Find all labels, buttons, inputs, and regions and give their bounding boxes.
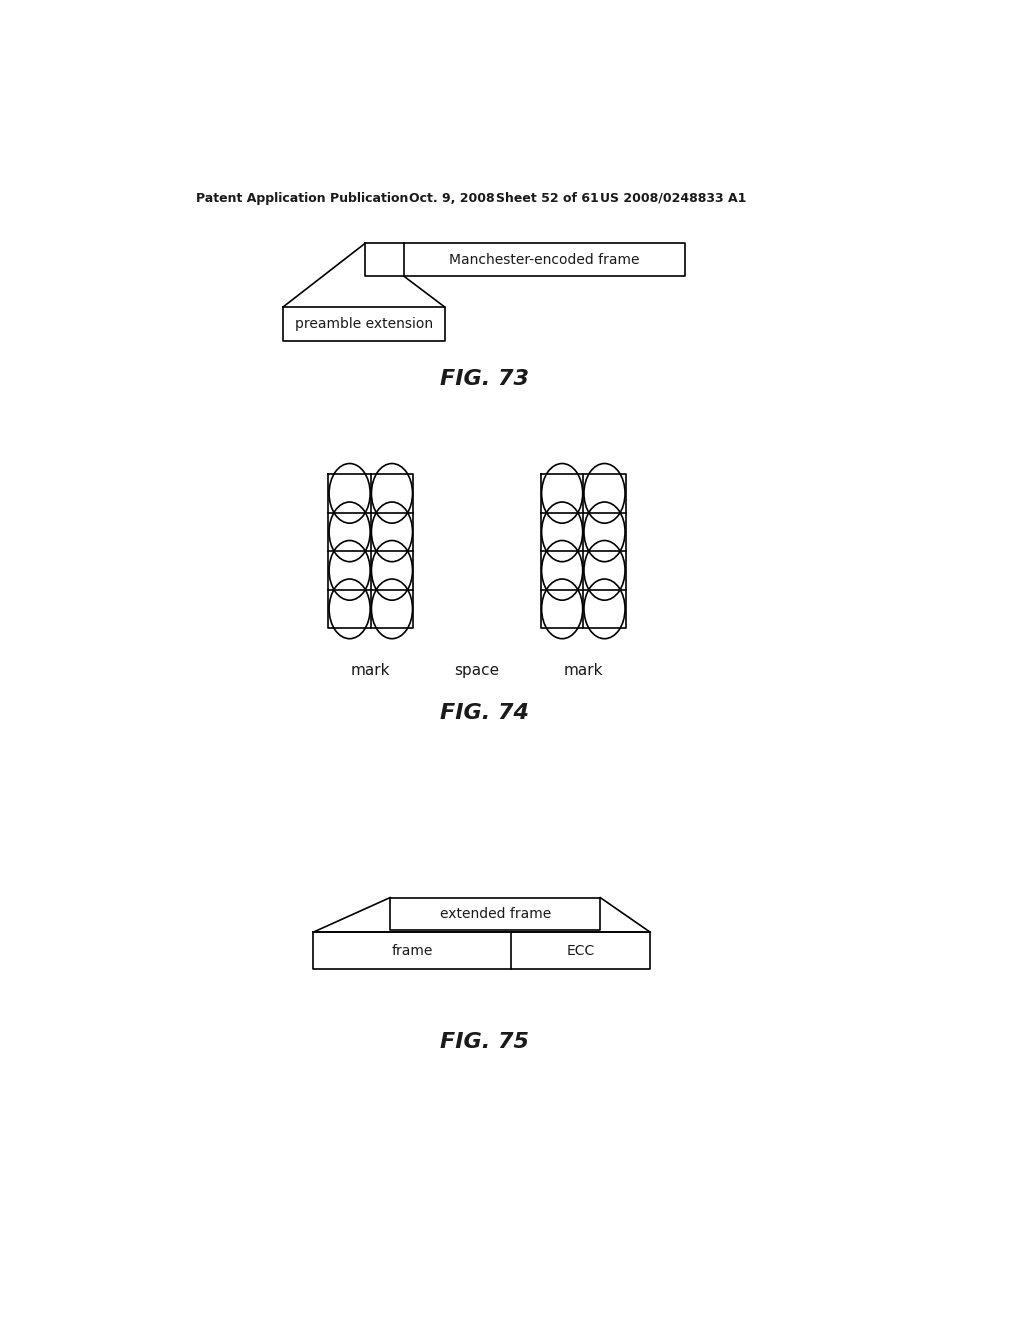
Text: FIG. 75: FIG. 75 (440, 1032, 529, 1052)
Text: FIG. 74: FIG. 74 (440, 702, 529, 723)
Text: frame: frame (391, 944, 433, 958)
Text: FIG. 73: FIG. 73 (440, 370, 529, 389)
Text: extended frame: extended frame (439, 907, 551, 921)
Text: ECC: ECC (566, 944, 595, 958)
Text: Sheet 52 of 61: Sheet 52 of 61 (497, 191, 599, 205)
Text: Manchester-encoded frame: Manchester-encoded frame (450, 252, 640, 267)
Text: US 2008/0248833 A1: US 2008/0248833 A1 (600, 191, 746, 205)
Text: Patent Application Publication: Patent Application Publication (196, 191, 409, 205)
Text: mark: mark (563, 663, 603, 678)
Text: mark: mark (351, 663, 390, 678)
Text: Oct. 9, 2008: Oct. 9, 2008 (410, 191, 495, 205)
Text: space: space (455, 663, 500, 678)
Text: preamble extension: preamble extension (295, 317, 433, 331)
